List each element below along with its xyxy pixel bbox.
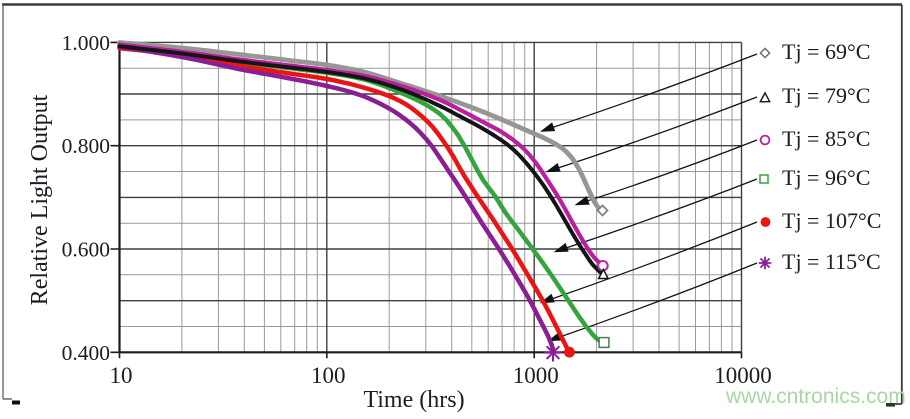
svg-text:Tj = 85°C: Tj = 85°C (782, 126, 870, 151)
svg-text:0.800: 0.800 (62, 134, 110, 158)
svg-text:0.600: 0.600 (62, 238, 110, 262)
svg-text:Tj = 115°C: Tj = 115°C (782, 249, 881, 274)
svg-text:10000: 10000 (714, 363, 772, 388)
svg-text:Tj = 69°C: Tj = 69°C (782, 39, 870, 64)
svg-text:1.000: 1.000 (62, 31, 110, 55)
svg-text:100: 100 (311, 363, 346, 388)
svg-text:Tj = 79°C: Tj = 79°C (782, 83, 870, 108)
svg-text:Tj = 96°C: Tj = 96°C (782, 165, 870, 190)
svg-text:www.cntronics.com: www.cntronics.com (725, 385, 906, 408)
svg-text:Tj = 107°C: Tj = 107°C (782, 208, 881, 233)
svg-text:0.400: 0.400 (62, 341, 110, 365)
svg-text:Time (hrs): Time (hrs) (363, 387, 464, 413)
svg-text:Relative Light Output: Relative Light Output (27, 94, 53, 305)
svg-text:10: 10 (110, 363, 133, 388)
svg-text:1000: 1000 (513, 363, 559, 388)
